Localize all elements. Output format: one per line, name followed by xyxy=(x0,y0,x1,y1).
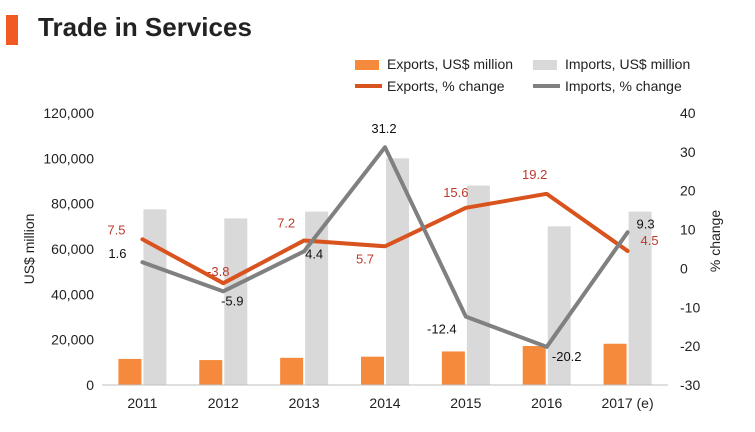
imports-bar xyxy=(466,185,490,385)
imports-change-data-label: -5.9 xyxy=(221,293,243,308)
imports-bar xyxy=(305,211,329,385)
x-tick-label: 2016 xyxy=(531,395,562,411)
exports-change-data-label: 19.2 xyxy=(522,167,547,182)
imports-bar xyxy=(386,158,409,385)
imports-change-line xyxy=(140,145,630,349)
legend-imports-change-label: Imports, % change xyxy=(565,78,682,94)
exports-change-data-label: 7.2 xyxy=(277,215,295,230)
legend-exports-swatch xyxy=(355,60,379,70)
imports-change-data-label: -12.4 xyxy=(427,322,457,337)
exports-bar xyxy=(361,356,384,385)
exports-change-line xyxy=(140,191,630,286)
exports-change-data-label: 7.5 xyxy=(107,222,125,237)
exports-change-data-label: -3.8 xyxy=(207,264,229,279)
exports-bar xyxy=(118,358,142,385)
y-tick-label: 0 xyxy=(86,377,94,393)
exports-change-data-label: 5.7 xyxy=(356,251,374,266)
y-tick-label: 100,000 xyxy=(43,150,94,166)
y2-tick-label: 10 xyxy=(680,222,696,238)
x-tick-label: 2013 xyxy=(289,395,320,411)
exports-bar xyxy=(280,357,304,385)
imports-change-data-label: 31.2 xyxy=(371,121,396,136)
imports-bar xyxy=(628,211,652,385)
y-tick-label: 120,000 xyxy=(43,105,94,121)
y-tick-label: 80,000 xyxy=(51,196,94,212)
y2-tick-label: 20 xyxy=(680,183,696,199)
exports-change-data-label: 15.6 xyxy=(443,185,468,200)
imports-bar xyxy=(143,209,167,385)
y2-tick-label: 0 xyxy=(680,260,688,276)
exports-bar xyxy=(441,351,465,385)
imports-bar xyxy=(547,226,571,385)
legend-imports-swatch xyxy=(533,60,557,70)
y-tick-label: 60,000 xyxy=(51,241,94,257)
y2-axis-title: % change xyxy=(707,210,723,272)
legend-exports-label: Exports, US$ million xyxy=(387,56,513,72)
imports-change-data-label: -20.2 xyxy=(552,349,582,364)
x-tick-label: 2012 xyxy=(208,395,239,411)
imports-change-data-label: 9.3 xyxy=(637,216,655,231)
legend-imports-label: Imports, US$ million xyxy=(565,56,690,72)
exports-change-data-label: 4.5 xyxy=(641,233,659,248)
exports-bar xyxy=(199,360,223,385)
y2-tick-label: 40 xyxy=(680,105,696,121)
y-tick-label: 20,000 xyxy=(51,332,94,348)
x-tick-label: 2011 xyxy=(127,395,157,411)
exports-bar xyxy=(522,346,546,385)
imports-change-data-label: 4.4 xyxy=(305,246,323,261)
y2-tick-label: -10 xyxy=(680,299,700,315)
x-tick-label: 2017 (e) xyxy=(601,395,653,411)
x-tick-label: 2015 xyxy=(450,395,481,411)
imports-bar xyxy=(224,218,248,385)
y-tick-label: 40,000 xyxy=(51,286,94,302)
title-accent-bar xyxy=(6,15,18,45)
imports-change-data-label: 1.6 xyxy=(108,246,126,261)
legend-exports-change-label: Exports, % change xyxy=(387,78,505,94)
y2-tick-label: -30 xyxy=(680,377,700,393)
y-axis-title: US$ million xyxy=(21,214,37,285)
x-tick-label: 2014 xyxy=(369,395,400,411)
exports-bar xyxy=(603,343,627,385)
y2-tick-label: 30 xyxy=(680,144,696,160)
page-title: Trade in Services xyxy=(38,12,252,42)
y2-tick-label: -20 xyxy=(680,338,700,354)
